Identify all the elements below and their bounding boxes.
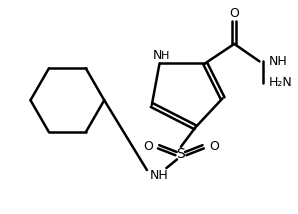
- Text: NH: NH: [269, 55, 288, 68]
- Text: S: S: [176, 147, 185, 160]
- Text: H: H: [161, 51, 170, 61]
- Text: N: N: [153, 49, 162, 62]
- Text: O: O: [143, 140, 153, 153]
- Text: O: O: [209, 140, 219, 153]
- Text: O: O: [229, 7, 239, 20]
- Text: H₂N: H₂N: [269, 76, 293, 89]
- Text: NH: NH: [150, 169, 169, 182]
